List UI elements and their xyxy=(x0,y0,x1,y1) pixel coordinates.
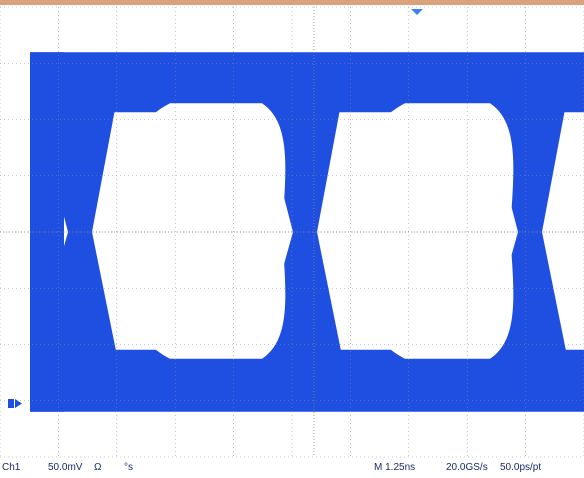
top-border xyxy=(0,0,584,5)
timebase-readout: M 1.25ns xyxy=(374,462,416,473)
channel-1-ground-marker-arrow xyxy=(15,399,22,408)
offset-readout: °s xyxy=(124,462,133,473)
eye-opening-2 xyxy=(354,103,514,359)
channel-label[interactable]: Ch1 xyxy=(2,462,21,473)
channel-1-ground-marker-block xyxy=(8,399,14,408)
resolution-readout: 50.0ps/pt xyxy=(500,462,542,473)
crossover-left-wedge xyxy=(32,93,118,361)
vertical-scale: 50.0mV xyxy=(48,462,83,473)
eye-opening-partial-right xyxy=(570,173,584,341)
coupling-indicator: Ω xyxy=(94,462,102,473)
status-bar: Ch1 50.0mV Ω °s M 1.25ns 20.0GS/s 50.0ps… xyxy=(0,457,584,478)
sample-rate-readout: 20.0GS/s xyxy=(446,462,488,473)
eye-opening-1 xyxy=(119,103,286,359)
trigger-position-marker xyxy=(411,9,423,15)
